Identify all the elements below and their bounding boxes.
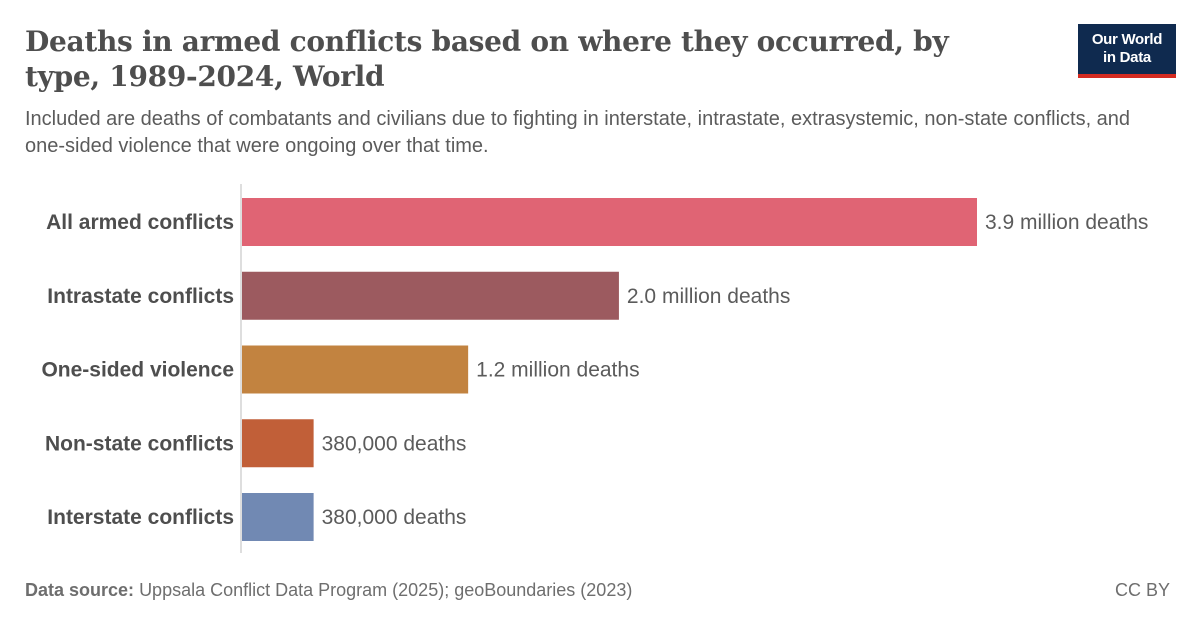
bar[interactable] bbox=[242, 345, 469, 394]
category-label: Interstate conflicts bbox=[47, 506, 234, 529]
bar[interactable] bbox=[242, 419, 314, 468]
bar-chart: All armed conflicts 3.9 million deaths Int… bbox=[41, 184, 1148, 553]
owid-logo[interactable]: Our World in Data bbox=[1078, 24, 1176, 78]
bar[interactable] bbox=[242, 271, 619, 320]
chart-title: Deaths in armed conflicts based on where… bbox=[25, 25, 949, 93]
value-label: 2.0 million deaths bbox=[627, 285, 790, 308]
value-label: 380,000 deaths bbox=[322, 506, 467, 529]
logo-line-1: Our World bbox=[1091, 31, 1163, 48]
category-label: Non-state conflicts bbox=[45, 432, 234, 455]
data-source: Data source: Uppsala Conflict Data Progr… bbox=[25, 580, 632, 601]
bar[interactable] bbox=[242, 198, 977, 246]
category-label: Intrastate conflicts bbox=[47, 285, 234, 308]
category-label: One-sided violence bbox=[41, 359, 234, 382]
value-label: 380,000 deaths bbox=[322, 432, 467, 455]
logo-line-2: in Data bbox=[1103, 49, 1151, 66]
value-label: 3.9 million deaths bbox=[985, 211, 1148, 234]
category-label: All armed conflicts bbox=[46, 211, 234, 234]
data-source-text: Uppsala Conflict Data Program (2025); ge… bbox=[139, 580, 633, 600]
chart-subtitle: Included are deaths of combatants and ci… bbox=[25, 108, 1131, 157]
license-label[interactable]: CC BY bbox=[1114, 580, 1170, 600]
value-label: 1.2 million deaths bbox=[476, 359, 639, 382]
bar[interactable] bbox=[242, 493, 314, 541]
data-source-label: Data source: bbox=[25, 580, 135, 600]
